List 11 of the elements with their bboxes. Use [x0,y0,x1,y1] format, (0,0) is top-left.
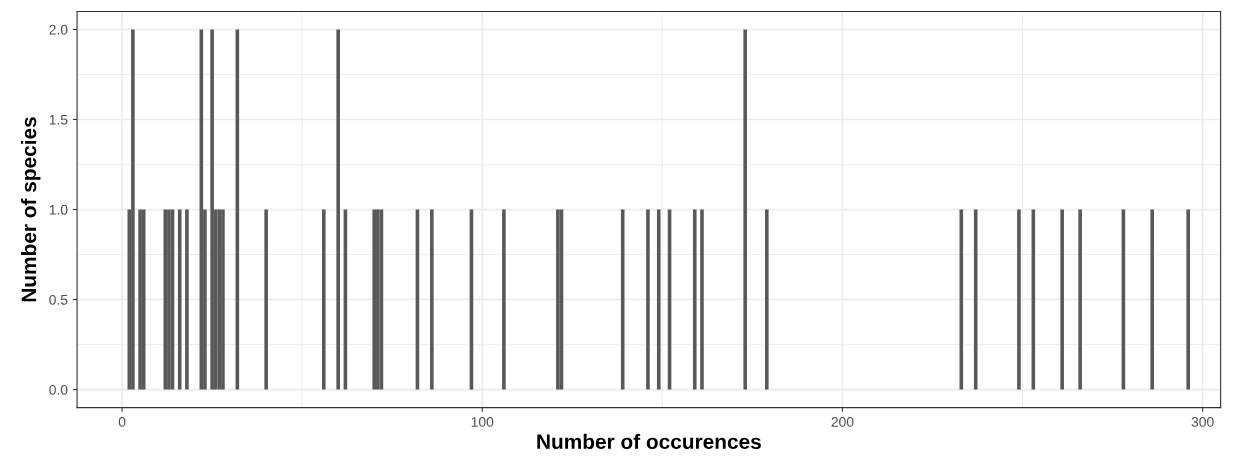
y-tick-label: 1.0 [49,204,68,215]
x-tick-label: 300 [1191,417,1214,427]
y-tick-label: 1.5 [49,114,68,125]
y-tick-label: 0.0 [49,384,68,395]
x-tick-label: 100 [471,417,494,427]
y-axis-title: Number of species [20,117,41,302]
x-tick-label: 200 [831,417,854,427]
x-axis-title: Number of occurences [537,433,761,450]
y-tick-label: 0.5 [49,294,68,305]
y-tick-label: 2.0 [49,24,68,35]
x-tick-label: 0 [118,417,126,427]
